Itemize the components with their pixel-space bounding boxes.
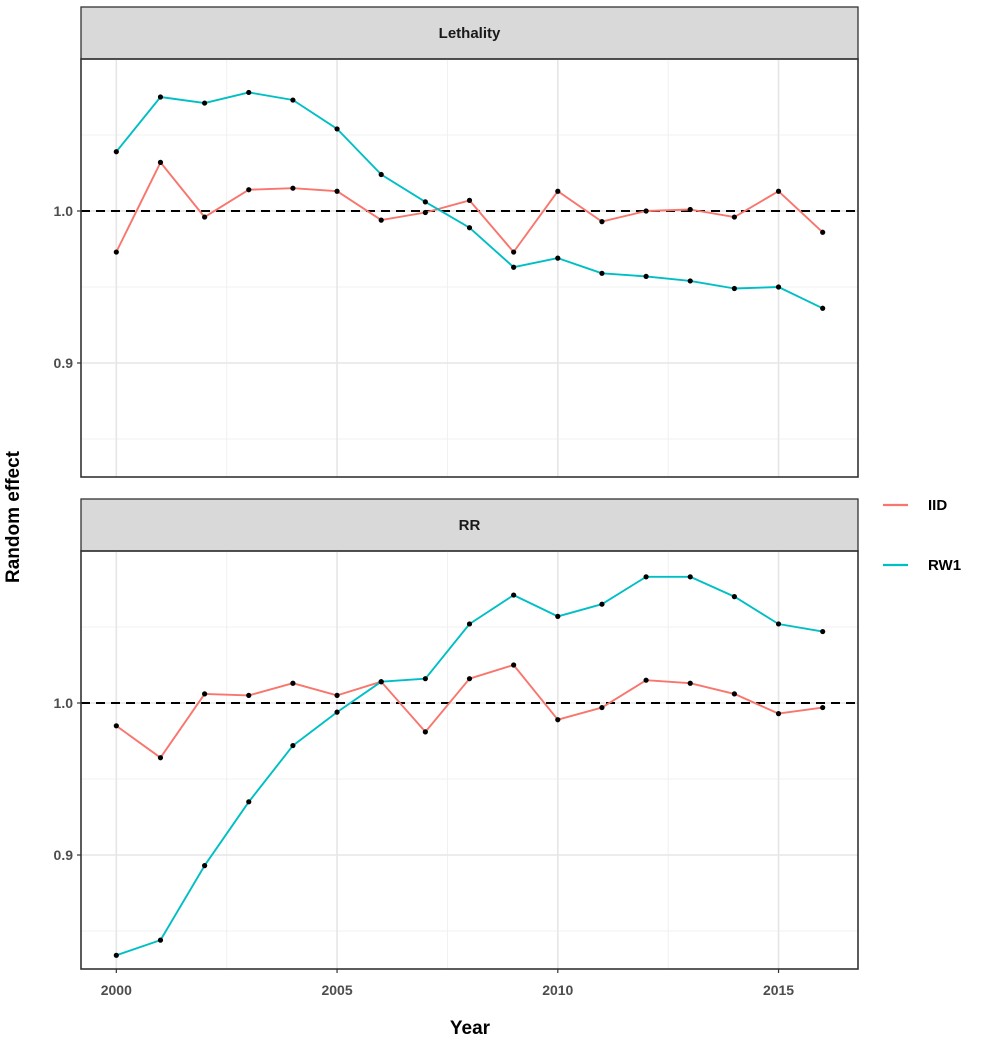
x-tick-label: 2005 — [321, 982, 352, 998]
data-point-rw1 — [555, 255, 561, 261]
legend-label-rw1: RW1 — [928, 557, 961, 574]
legend-label-iid: IID — [928, 497, 947, 514]
data-point-iid — [246, 692, 252, 699]
y-tick-label: 0.9 — [54, 355, 74, 371]
data-point-iid — [466, 676, 473, 682]
data-point-iid — [599, 219, 605, 225]
data-point-iid — [775, 188, 782, 194]
data-point-iid — [246, 187, 252, 193]
x-tick-label: 2010 — [542, 982, 573, 998]
y-tick-label: 0.9 — [54, 847, 74, 863]
data-point-rw1 — [246, 799, 252, 805]
data-point-rw1 — [422, 676, 428, 682]
data-point-iid — [599, 704, 605, 711]
panel-border — [80, 58, 859, 478]
panel-strip — [80, 6, 859, 60]
data-point-iid — [555, 717, 561, 723]
data-point-rw1 — [775, 621, 782, 627]
data-point-iid — [643, 208, 649, 214]
data-point-rw1 — [731, 594, 737, 600]
data-point-rw1 — [157, 94, 164, 100]
data-point-rw1 — [555, 613, 561, 619]
data-point-rw1 — [290, 742, 296, 749]
data-point-rw1 — [157, 937, 164, 943]
data-point-iid — [820, 704, 826, 711]
data-point-iid — [113, 249, 119, 255]
data-point-iid — [775, 711, 782, 717]
data-point-iid — [202, 691, 208, 697]
data-point-iid — [422, 209, 428, 216]
data-point-iid — [378, 217, 384, 223]
panel-border — [80, 550, 859, 970]
data-point-rw1 — [820, 628, 826, 635]
data-point-iid — [466, 197, 473, 203]
panels: Lethality 0.9 1.0 RR 0.9 1.0 2000 2005 2010 2015 — [54, 6, 859, 998]
data-point-iid — [290, 185, 296, 191]
data-point-rw1 — [687, 278, 693, 284]
data-point-rw1 — [511, 592, 517, 598]
data-point-rw1 — [246, 89, 252, 96]
data-point-rw1 — [599, 270, 605, 276]
data-point-iid — [113, 723, 119, 729]
data-point-rw1 — [113, 149, 119, 155]
data-point-iid — [202, 214, 208, 220]
data-point-iid — [511, 662, 517, 668]
data-point-rw1 — [731, 285, 737, 292]
data-point-rw1 — [511, 264, 517, 270]
data-point-iid — [555, 188, 561, 194]
data-point-rw1 — [599, 601, 605, 607]
panel-title: RR — [459, 517, 481, 534]
data-point-rw1 — [643, 574, 649, 580]
data-point-iid — [687, 680, 693, 686]
data-point-rw1 — [687, 574, 693, 580]
x-axis-title: Year — [450, 1018, 491, 1039]
data-point-rw1 — [378, 679, 384, 685]
data-point-iid — [334, 692, 340, 699]
data-point-iid — [157, 159, 164, 165]
panel-1: Lethality 0.9 1.0 — [54, 6, 859, 478]
data-point-rw1 — [378, 171, 384, 178]
panel-2: RR 0.9 1.0 2000 2005 2010 2015 — [54, 498, 859, 998]
data-point-iid — [731, 214, 737, 220]
data-point-iid — [820, 229, 826, 235]
legend: IID RW1 — [883, 497, 961, 574]
data-point-rw1 — [466, 621, 473, 627]
x-tick-label: 2015 — [763, 982, 794, 998]
data-point-rw1 — [290, 97, 296, 103]
y-tick-label: 1.0 — [54, 695, 74, 711]
data-point-iid — [643, 677, 649, 683]
data-point-iid — [290, 680, 296, 686]
panel-strip — [80, 498, 859, 552]
data-point-rw1 — [334, 126, 340, 132]
data-point-rw1 — [113, 952, 119, 958]
data-point-rw1 — [820, 305, 826, 311]
data-point-rw1 — [466, 225, 473, 231]
data-point-rw1 — [334, 709, 340, 715]
y-tick-label: 1.0 — [54, 203, 74, 219]
data-point-iid — [157, 755, 164, 761]
data-point-rw1 — [422, 199, 428, 205]
data-point-iid — [422, 729, 428, 735]
data-point-iid — [731, 691, 737, 697]
panel-title: Lethality — [439, 25, 501, 42]
y-axis-title: Random effect — [3, 450, 24, 583]
data-point-iid — [687, 206, 693, 213]
data-point-rw1 — [775, 284, 782, 290]
data-point-iid — [334, 188, 340, 194]
data-point-iid — [511, 249, 517, 255]
x-tick-label: 2000 — [101, 982, 132, 998]
data-point-rw1 — [202, 863, 208, 869]
data-point-rw1 — [643, 273, 649, 279]
data-point-rw1 — [202, 100, 208, 106]
